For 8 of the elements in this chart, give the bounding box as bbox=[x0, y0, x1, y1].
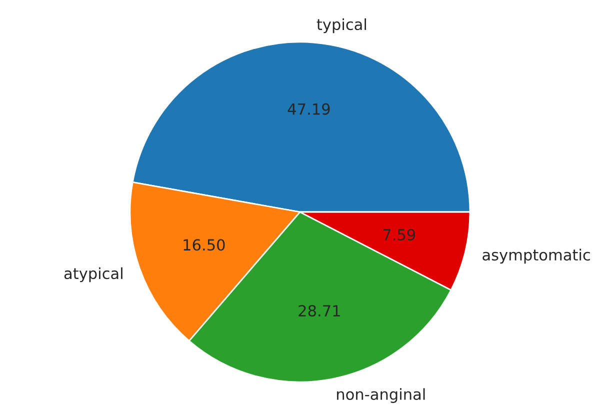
slice-label: typical bbox=[316, 18, 366, 34]
slice-label: non-anginal bbox=[337, 388, 425, 403]
data-label: 7.59 bbox=[383, 228, 416, 241]
slice-label: atypical bbox=[64, 267, 122, 282]
slice-label: asymptomatic bbox=[482, 248, 590, 264]
data-label: 16.50 bbox=[184, 239, 225, 251]
data-label: 28.71 bbox=[298, 305, 340, 317]
data-label: 47.19 bbox=[288, 103, 330, 115]
